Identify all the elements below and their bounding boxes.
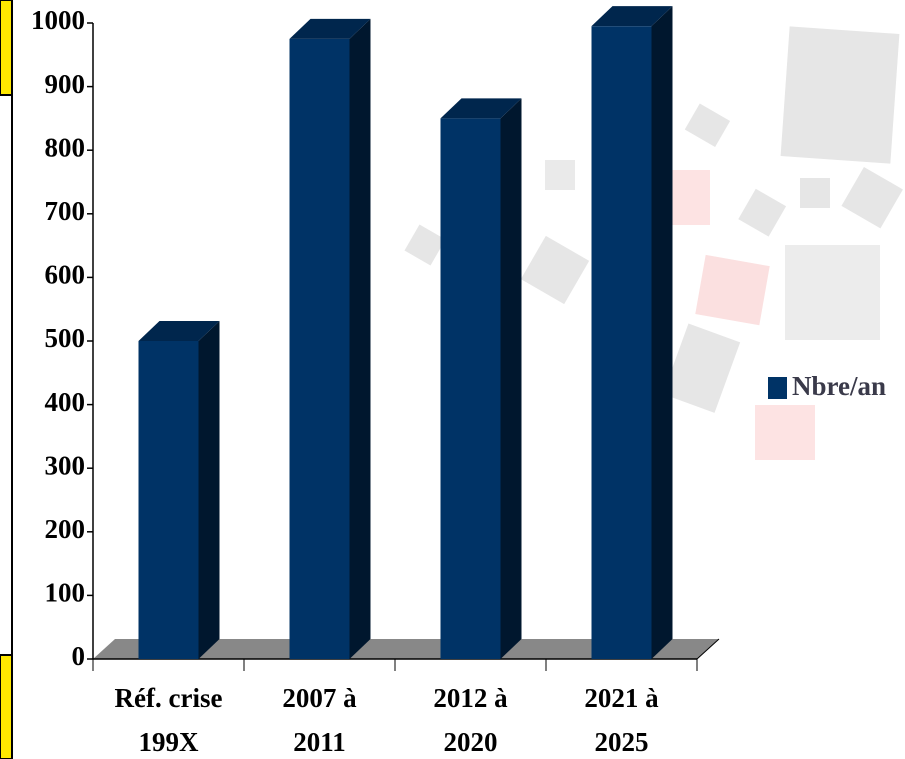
x-tick-label: Réf. crise 199X [114,683,223,757]
legend-label: Nbre/an [792,371,886,401]
floor [93,639,719,659]
bar-top [289,18,371,39]
bar-top [591,6,673,27]
y-tick-label: 100 [45,578,86,608]
x-tick-label: 2012 à 2020 [433,683,508,757]
y-tick-label: 900 [45,69,86,99]
legend-swatch [768,377,787,399]
bar-side [349,18,371,659]
y-tick-label: 500 [45,323,86,353]
bar-side [500,98,522,659]
bar [591,26,652,660]
x-tick-label: 2021 à 2025 [584,683,659,757]
y-tick-label: 0 [72,641,86,671]
bar [440,118,501,659]
bar-side [651,6,673,660]
y-tick-label: 200 [45,514,86,544]
y-tick-label: 600 [45,260,86,290]
bar [138,341,199,659]
x-tick-label: 2007 à 2011 [282,683,357,757]
bar-top [440,98,522,119]
bar-side [198,321,220,659]
y-tick-label: 300 [45,450,86,480]
bar-top [138,321,220,341]
y-tick-label: 800 [45,132,86,162]
y-tick-label: 700 [45,196,86,226]
bar [289,38,350,659]
floor-edge [696,638,720,660]
y-tick-label: 400 [45,387,86,417]
y-tick-label: 1000 [31,5,85,35]
